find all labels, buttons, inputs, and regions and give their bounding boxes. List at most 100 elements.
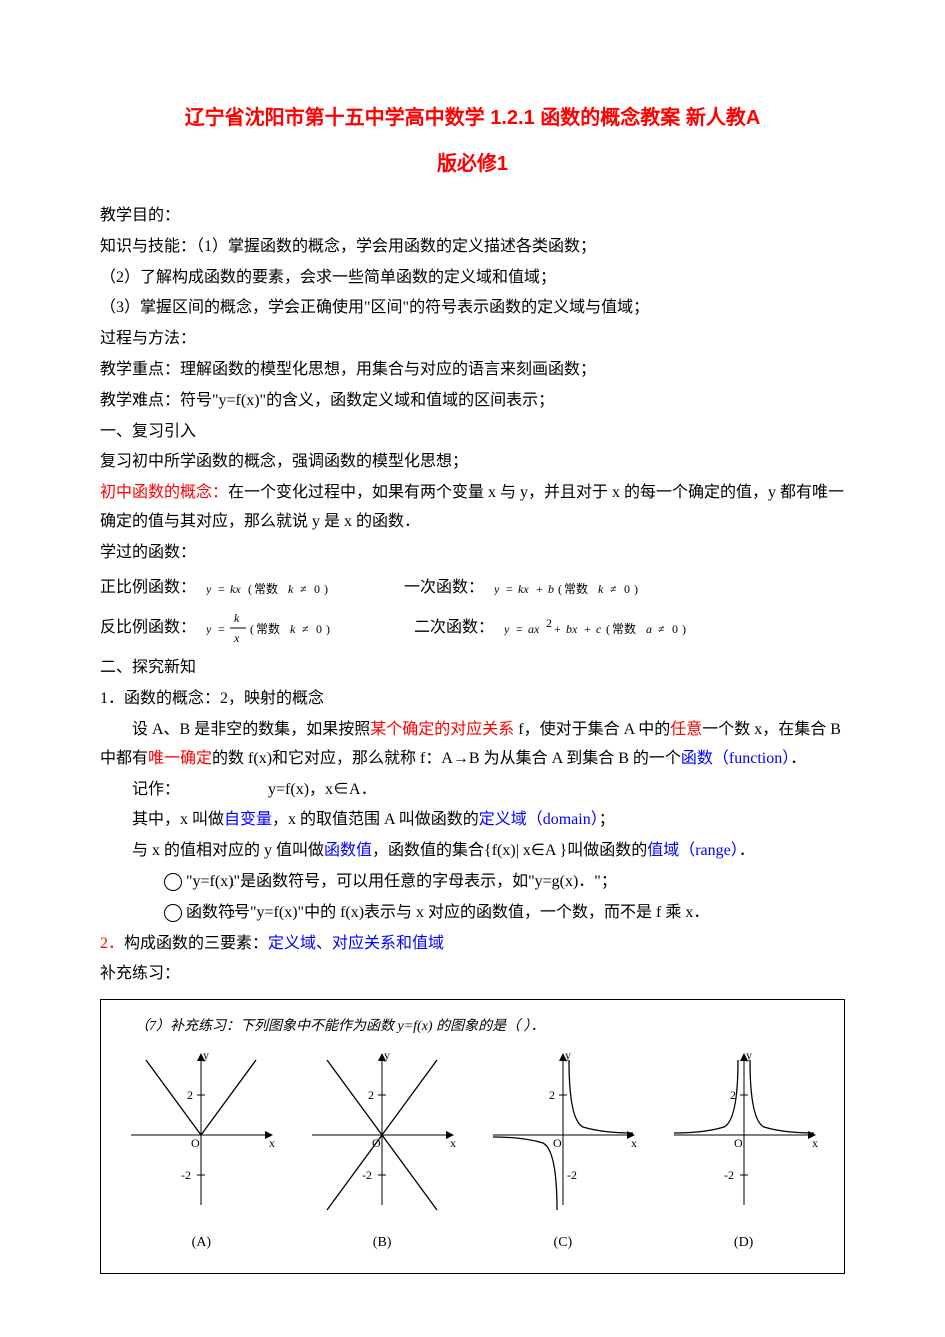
s2-p2-val: y=f(x)，x∈A．: [268, 781, 377, 798]
svg-text:(: (: [248, 582, 252, 596]
svg-text:(: (: [558, 582, 562, 596]
s2-p1-red2: 任意: [670, 721, 702, 738]
s2-p1-a: 设 A、B 是非空的数集，如果按照: [132, 721, 370, 738]
s2-p4: 与 x 的值相对应的 y 值叫做函数值，函数值的集合{f(x)| x∈A }叫做…: [100, 837, 845, 866]
chart-d: y x O 2 -2 (D): [664, 1045, 824, 1255]
s1-line-2: 初中函数的概念：在一个变化过程中，如果有两个变量 x 与 y，并且对于 x 的每…: [100, 479, 845, 537]
fig-caption-text: （7）补充练习：下列图象中不能作为函数 y=f(x) 的图象的是（ ）．: [135, 1019, 545, 1034]
chart-c-svg: y x O 2 -2: [483, 1045, 643, 1215]
axis-y-label: y: [203, 1048, 209, 1062]
svg-text:常数: 常数: [254, 581, 278, 596]
s2-p1-red: 某个确定的对应关系: [370, 721, 514, 738]
label-c: (C): [483, 1230, 643, 1255]
s2-p4-b: ，函数值的集合{f(x)| x∈A }叫做函数的: [372, 842, 647, 859]
svg-text:常数: 常数: [612, 621, 636, 636]
formula-row-1: 正比例函数： y = kx ( 常数 k ≠ 0 ) 一次函数： y = kx …: [100, 574, 845, 603]
title-line-2: 版必修1: [100, 146, 845, 182]
svg-text:): ): [326, 622, 330, 636]
svg-text:=: =: [218, 582, 225, 596]
label-d: (D): [664, 1230, 824, 1255]
note-1-text: "y=f(x)"是函数符号，可以用任意的字母表示，如"y=g(x)．"；: [186, 873, 617, 890]
teaching-difficulty: 教学难点：符号"y=f(x)"的含义，函数定义域和值域的区间表示；: [100, 387, 845, 416]
svg-text:ax: ax: [528, 622, 540, 636]
linear-label: 一次函数：: [404, 579, 484, 596]
teaching-key: 教学重点：理解函数的模型化思想，用集合与对应的语言来刻画函数；: [100, 356, 845, 385]
svg-text:kx: kx: [230, 582, 241, 596]
axis-x-label: x: [269, 1136, 275, 1150]
process-methods: 过程与方法：: [100, 325, 845, 354]
note-1: 1 "y=f(x)"是函数符号，可以用任意的字母表示，如"y=g(x)．"；: [100, 868, 845, 897]
svg-text:-2: -2: [724, 1168, 734, 1182]
s2-notation: 记作： y=f(x)，x∈A．: [100, 776, 845, 805]
section-2-heading: 二、探究新知: [100, 654, 845, 683]
svg-text:常数: 常数: [256, 621, 280, 636]
svg-text:kx: kx: [518, 582, 529, 596]
formula-row-2: 反比例函数： y = k x ( 常数 k ≠ 0 ) 二次函数： y = ax…: [100, 608, 845, 648]
s1-line-3: 学过的函数：: [100, 539, 845, 568]
note-2-text: 函数符号"y=f(x)"中的 f(x)表示与 x 对应的函数值，一个数，而不是 …: [186, 904, 709, 921]
s2-p1-e: ．: [790, 750, 806, 767]
document-page: 辽宁省沈阳市第十五中学高中数学 1.2.1 函数的概念教案 新人教A 版必修1 …: [0, 0, 945, 1314]
eq-proportional: y = kx ( 常数 k ≠ 0 ): [206, 575, 356, 601]
svg-text:y: y: [206, 582, 212, 596]
svg-text:(: (: [250, 622, 254, 636]
exercise-figure: （7）补充练习：下列图象中不能作为函数 y=f(x) 的图象的是（ ）． y x…: [100, 999, 845, 1274]
svg-text:c: c: [596, 622, 602, 636]
figure-caption: （7）补充练习：下列图象中不能作为函数 y=f(x) 的图象的是（ ）．: [135, 1014, 834, 1039]
chart-a: y x O 2 -2 (A): [121, 1045, 281, 1255]
svg-text:y: y: [565, 1048, 571, 1062]
axis-origin: O: [191, 1136, 200, 1150]
s2-sub2: 2．构成函数的三要素：定义域、对应关系和值域: [100, 930, 845, 959]
s2-p1-red3: 唯一确定: [148, 750, 212, 767]
svg-text:k: k: [288, 582, 294, 596]
svg-text:≠: ≠: [300, 582, 307, 596]
quad-label: 二次函数：: [414, 619, 494, 636]
svg-text:x: x: [631, 1136, 637, 1150]
svg-text:2: 2: [549, 1088, 555, 1102]
svg-text:=: =: [218, 622, 225, 636]
svg-text:O: O: [553, 1136, 562, 1150]
label-a: (A): [121, 1230, 281, 1255]
svg-text:0: 0: [314, 582, 320, 596]
s2-p3-a: 其中，x 叫做: [132, 811, 224, 828]
svg-text:+: +: [584, 622, 591, 636]
eq-linear: y = kx + b ( 常数 k ≠ 0 ): [494, 575, 674, 601]
s2-p3-c: ；: [599, 811, 615, 828]
chart-d-svg: y x O 2 -2: [664, 1045, 824, 1215]
svg-text:+: +: [536, 582, 543, 596]
svg-text:-2: -2: [567, 1168, 577, 1182]
s2-p3-blue1: 自变量: [224, 811, 272, 828]
s2-p4-blue1: 函数值: [324, 842, 372, 859]
svg-text:+: +: [554, 622, 561, 636]
svg-text:2: 2: [368, 1088, 374, 1102]
svg-text:x: x: [450, 1136, 456, 1150]
s2-p3-b: ，x 的取值范围 A 叫做函数的: [272, 811, 479, 828]
svg-text:y: y: [206, 622, 212, 636]
svg-text:(: (: [606, 622, 610, 636]
objective-3: （3）掌握区间的概念，学会正确使用"区间"的符号表示函数的定义域与值域；: [100, 294, 845, 323]
s2-p1-b: f，使对于集合 A 中的: [514, 721, 670, 738]
circled-1-icon: 1: [164, 873, 182, 891]
svg-text:bx: bx: [566, 622, 578, 636]
tick-2: 2: [187, 1088, 193, 1102]
svg-text:k: k: [234, 611, 240, 625]
s2-p3: 其中，x 叫做自变量，x 的取值范围 A 叫做函数的定义域（domain）；: [100, 806, 845, 835]
svg-text:b: b: [548, 582, 554, 596]
svg-text:k: k: [598, 582, 604, 596]
svg-text:y: y: [384, 1048, 390, 1062]
objective-1: 知识与技能：（1）掌握函数的概念，学会用函数的定义描述各类函数；: [100, 233, 845, 262]
section-objectives: 教学目的：: [100, 202, 845, 231]
s2-sub2-red: 2．: [100, 935, 124, 952]
note-2: 2 函数符号"y=f(x)"中的 f(x)表示与 x 对应的函数值，一个数，而不…: [100, 899, 845, 928]
svg-text:0: 0: [316, 622, 322, 636]
section-1-heading: 一、复习引入: [100, 418, 845, 447]
tick-n2: -2: [181, 1168, 191, 1182]
s2-supp: 补充练习：: [100, 960, 845, 989]
s2-p4-c: ．: [739, 842, 755, 859]
s2-p1-d: 的数 f(x)和它对应，那么就称 f：A→B 为从集合 A 到集合 B 的一个: [212, 750, 681, 767]
charts-row: y x O 2 -2 (A) y x: [111, 1045, 834, 1255]
s2-definition: 设 A、B 是非空的数集，如果按照某个确定的对应关系 f，使对于集合 A 中的任…: [100, 716, 845, 774]
chart-a-svg: y x O 2 -2: [121, 1045, 281, 1215]
svg-text:-2: -2: [362, 1168, 372, 1182]
chart-c: y x O 2 -2 (C): [483, 1045, 643, 1255]
